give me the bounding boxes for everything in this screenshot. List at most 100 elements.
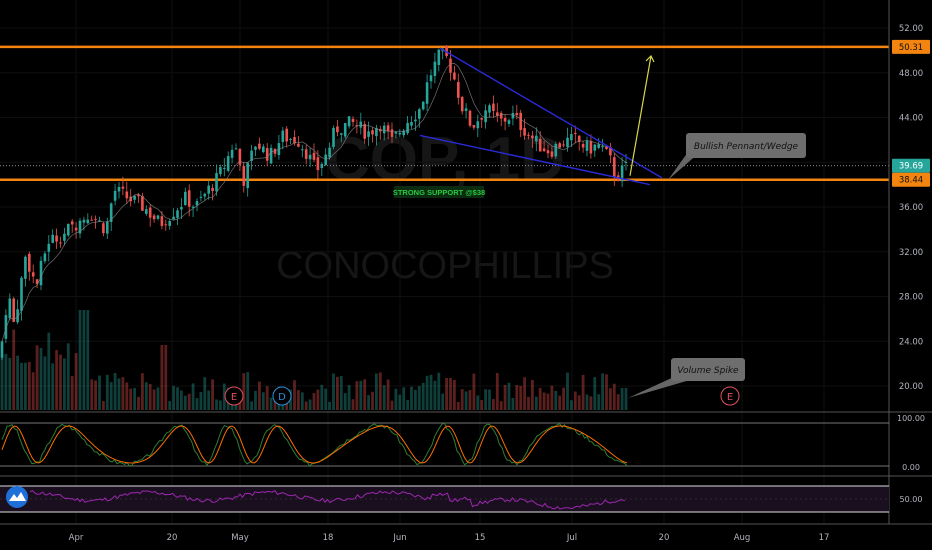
volume-bar-14 [55,350,58,410]
candle-body-45 [176,210,179,218]
volume-bar-7 [27,361,31,410]
horizontal-levels[interactable] [0,45,889,181]
moving-average-line [1,63,627,342]
candle-body-20 [78,220,82,234]
volume-bar-151 [589,396,593,410]
volume-bar-93 [363,379,367,410]
candle-body-132 [515,112,519,116]
volume-bar-90 [351,399,355,410]
candle-body-159 [620,165,624,182]
volume-bar-94 [367,395,370,410]
volume-bar-101 [394,388,398,410]
volume-bar-53 [207,390,211,410]
candle-body-53 [207,185,210,194]
volume-bar-83 [324,388,328,410]
volume-bar-8 [31,372,35,410]
candle-body-47 [184,191,187,206]
event-marker-dividend-ring [272,386,292,406]
price-badge-1[interactable] [892,158,930,173]
wedge-lower-line[interactable] [419,134,651,186]
stoch-tick-label: 100.00 [897,414,925,423]
stochastic-pane[interactable] [0,422,889,467]
candle-body-58 [226,156,230,171]
volume-bar-119 [464,391,468,410]
pattern-callout-box [686,133,806,158]
projection-arrow-line[interactable] [629,55,652,176]
candle-body-130 [507,120,511,124]
candle-body-19 [74,227,78,231]
volume-bar-125 [488,389,491,410]
pattern-callout-text: Bullish Pennant/Wedge [694,142,799,152]
volume-bar-128 [499,401,503,410]
wedge-upper-line[interactable] [439,47,663,179]
volume-bar-141 [550,385,554,410]
volume-bar-62 [242,373,246,410]
candle-body-24 [94,218,97,220]
volume-bar-96 [375,373,378,410]
candle-body-119 [464,108,468,111]
candle-body-110 [429,75,433,82]
candle-body-136 [531,135,534,139]
candle-body-151 [589,140,593,154]
event-marker-dividend[interactable]: D [272,386,292,406]
event-marker-earnings-1[interactable]: E [224,386,244,406]
volume-bar-82 [320,384,324,410]
candle-body-64 [250,150,253,161]
candle-body-29 [113,190,117,201]
volume-bar-112 [437,372,441,410]
candle-body-93 [363,124,366,139]
price-tick-label: 36.00 [899,203,923,213]
volume-bar-149 [581,374,585,410]
stoch-d-line [1,425,628,464]
candle-body-74 [289,138,292,140]
volume-bar-25 [98,375,101,410]
volume-bar-60 [234,401,238,410]
candle-body-115 [449,58,452,73]
volume-bar-111 [433,380,437,410]
candle-body-145 [566,137,569,147]
pattern-callout-pointer [668,152,700,180]
candle-body-99 [386,125,390,131]
pattern-callout[interactable]: Bullish Pennant/Wedge [668,133,806,180]
volume-bar-44 [172,385,175,410]
price-axis[interactable]: 52.0048.0044.0040.0036.0032.0028.0024.00… [892,24,930,504]
volume-bar-17 [66,343,70,410]
volume-bar-123 [480,399,484,410]
time-tick-label: Jul [566,533,577,543]
candle-body-12 [47,243,51,252]
volume-bar-51 [199,391,203,410]
drawings[interactable] [419,47,663,186]
volume-bar-66 [258,381,261,410]
volume-bar-102 [398,394,402,410]
volume-bar-57 [222,383,226,410]
volume-bar-61 [238,399,242,410]
volume-bar-92 [359,380,363,410]
volume-bar-130 [507,382,511,410]
candle-body-41 [160,216,164,226]
volume-bar-65 [254,390,257,410]
time-axis[interactable]: Apr 20 May 18 Jun 15 Jul 20 Aug 17 [69,533,830,543]
price-badge-0[interactable] [892,39,930,54]
event-marker-earnings-2-letter: E [727,392,733,403]
pane-separators [0,0,932,525]
price-badge-2[interactable] [892,172,930,187]
event-marker-earnings-2[interactable]: E [720,386,740,406]
candle-body-70 [273,149,277,154]
volume-bar-98 [382,385,386,410]
volume-bar-69 [269,397,273,410]
volume-bar-15 [59,354,62,410]
candle-body-94 [367,131,370,137]
projection-arrow-head[interactable] [645,54,655,63]
candle-body-8 [31,272,35,277]
app-logo[interactable] [6,486,28,508]
volume-bar-121 [472,373,476,410]
candle-body-17 [67,223,70,236]
volume-callout[interactable]: Volume Spike [628,358,745,398]
volume-bar-54 [211,379,214,410]
rsi-pane[interactable] [0,485,889,513]
candle-body-108 [421,101,425,110]
candle-body-4 [16,309,19,323]
volume-bar-113 [441,393,445,410]
support-label[interactable]: STRONG SUPPORT @$38 [393,186,485,198]
